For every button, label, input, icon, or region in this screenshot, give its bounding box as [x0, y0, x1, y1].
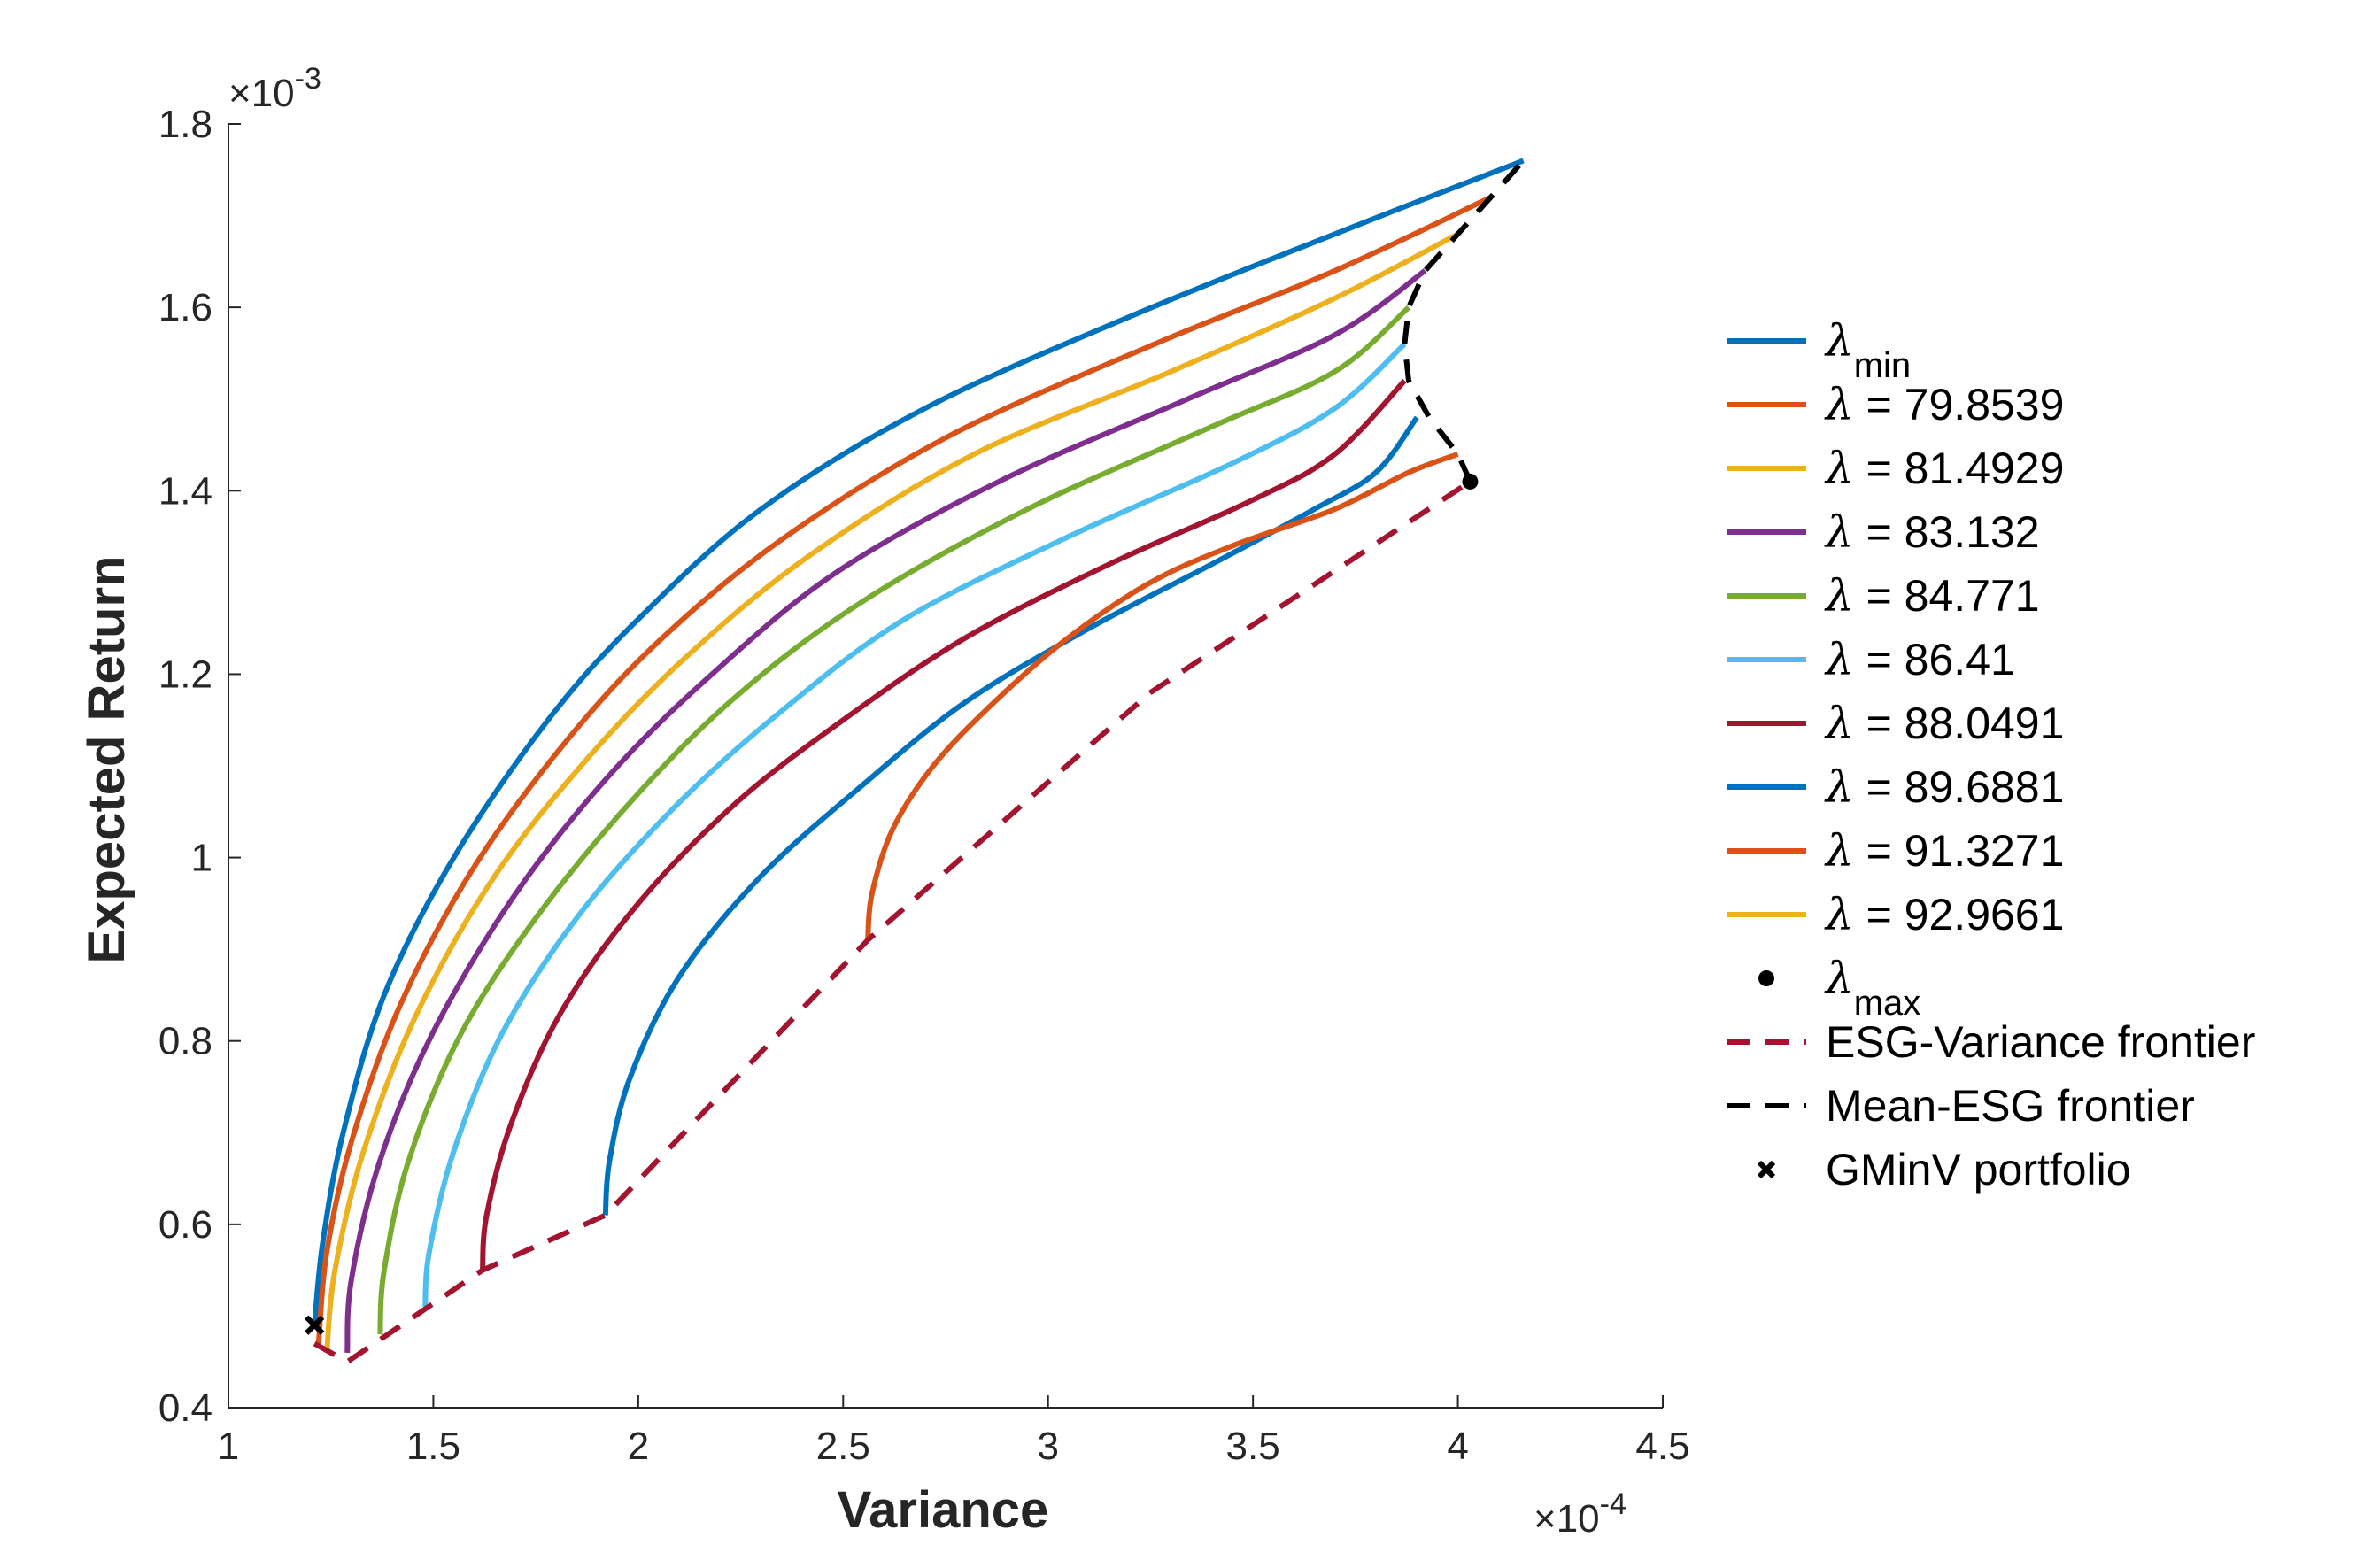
x-tick-label: 1.5: [406, 1425, 460, 1468]
series-gminv-portfolio-marker: [305, 1315, 325, 1335]
legend-max-swatch: [1758, 970, 1774, 986]
legend-92-9661-label: λ = 92.9661: [1824, 889, 2064, 940]
series-max-marker: [1462, 473, 1479, 490]
x-tick-label: 4: [1447, 1425, 1468, 1468]
legend-88-0491-label: λ = 88.0491: [1824, 698, 2064, 749]
legend-esg-variance-frontier-label: ESG-Variance frontier: [1826, 1017, 2255, 1067]
series-81-4929-line: [324, 231, 1459, 1354]
legend-83-132-label: λ = 83.132: [1824, 506, 2040, 558]
y-tick-label: 1.6: [158, 286, 212, 329]
y-tick-label: 1.8: [158, 103, 212, 146]
series-88-0491-line: [480, 378, 1407, 1271]
legend-max-label: λmax: [1824, 953, 1920, 1023]
legend-gminv-portfolio-label: GMinV portfolio: [1826, 1145, 2131, 1194]
legend-84-771-label: λ = 84.771: [1824, 570, 2040, 622]
x-tick-label: 3.5: [1226, 1425, 1280, 1468]
series-84-771-line: [377, 305, 1410, 1335]
series-79-8539-line: [315, 195, 1492, 1344]
legend-89-6881-label: λ = 89.6881: [1824, 761, 2064, 813]
legend-gminv-portfolio-swatch: [1757, 1160, 1776, 1179]
axes: 1 1.5 2 2.5 3 3.5 4 4.5 0.4 0.6 0.8 1 1.2 1.4 1.6 1.8: [158, 103, 1690, 1468]
legend-mean-esg-frontier-label: Mean-ESG frontier: [1826, 1081, 2195, 1131]
x-tick-label: 1: [218, 1425, 239, 1468]
y-exponent-label: ×10-3: [228, 62, 321, 115]
y-axis-label: Expected Return: [78, 556, 135, 964]
x-tick-label: 2.5: [816, 1425, 870, 1468]
y-tick-label: 0.4: [158, 1386, 212, 1430]
series-esg-variance-frontier-line: [313, 479, 1472, 1365]
series-83-132-line: [344, 268, 1427, 1354]
y-tick-label: 1: [191, 837, 212, 880]
legend-79-8539-label: λ = 79.8539: [1824, 379, 2064, 430]
y-tick-label: 0.6: [158, 1203, 212, 1247]
y-tick-label: 1.2: [158, 653, 212, 696]
legend-86-41-label: λ = 86.41: [1824, 634, 2015, 685]
x-tick-label: 3: [1037, 1425, 1058, 1468]
series-91-3271-line: [865, 452, 1459, 941]
y-tick-label: 1.4: [158, 469, 212, 513]
series-86-41-line: [422, 342, 1407, 1308]
x-exponent-label: ×10-4: [1534, 1487, 1626, 1541]
series-mean-esg-frontier-line: [1402, 158, 1526, 483]
legend-91-3271-label: λ = 91.3271: [1824, 825, 2064, 877]
y-tick-label: 0.8: [158, 1020, 212, 1063]
x-axis-label: Variance: [838, 1481, 1049, 1539]
series-89-6881-line: [602, 415, 1419, 1216]
x-tick-label: 4.5: [1635, 1425, 1689, 1468]
legend-81-4929-label: λ = 81.4929: [1824, 443, 2064, 494]
legend-min-label: λmin: [1824, 315, 1911, 385]
series-min-line: [312, 158, 1525, 1326]
x-tick-label: 2: [628, 1425, 649, 1468]
plot-area: [305, 158, 1526, 1365]
